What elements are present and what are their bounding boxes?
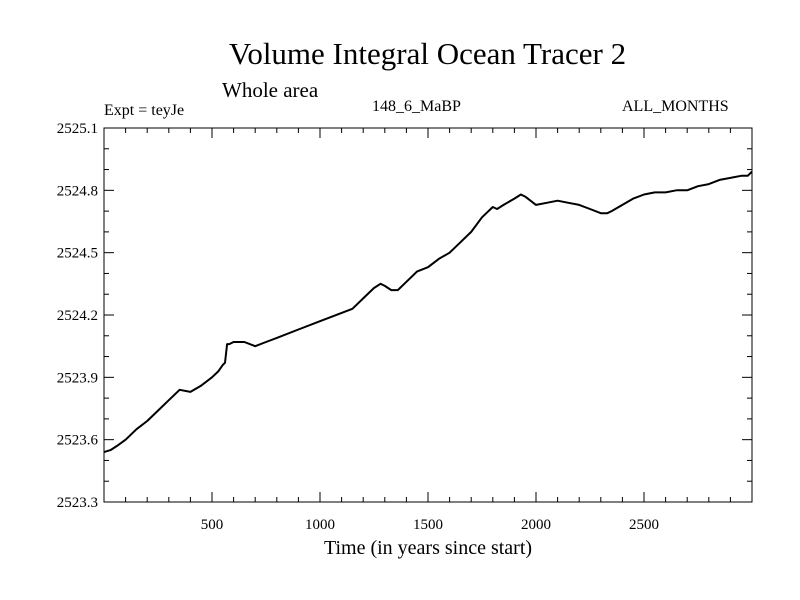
x-tick-label: 1500 <box>413 517 443 533</box>
x-tick-label: 2000 <box>521 517 551 533</box>
y-tick-label: 2523.3 <box>57 495 98 511</box>
y-tick-label: 2525.1 <box>57 121 98 137</box>
chart-subtitle: Whole area <box>222 78 319 102</box>
x-axis-label: Time (in years since start) <box>324 537 532 559</box>
x-tick-labels: 500 1000 1500 2000 2500 <box>201 517 659 533</box>
series-line <box>103 170 753 454</box>
y-tick-label: 2524.8 <box>57 183 98 199</box>
chart-title: Volume Integral Ocean Tracer 2 <box>228 36 627 71</box>
axis-ticks <box>104 128 752 502</box>
x-tick-label: 500 <box>201 517 224 533</box>
x-tick-label: 1000 <box>305 517 335 533</box>
experiment-label: Expt = teyJe <box>104 102 185 119</box>
y-tick-label: 2524.5 <box>57 246 98 262</box>
x-tick-label: 2500 <box>629 517 659 533</box>
y-tick-label: 2523.6 <box>57 433 99 449</box>
period-label: 148_6_MaBP <box>372 98 461 115</box>
months-label: ALL_MONTHS <box>622 98 729 115</box>
y-tick-label: 2524.2 <box>57 308 98 324</box>
y-tick-label: 2523.9 <box>57 370 98 386</box>
plot-frame <box>103 127 753 503</box>
y-tick-labels: 2523.3 2523.6 2523.9 2524.2 2524.5 2524.8 2525… <box>57 121 99 511</box>
